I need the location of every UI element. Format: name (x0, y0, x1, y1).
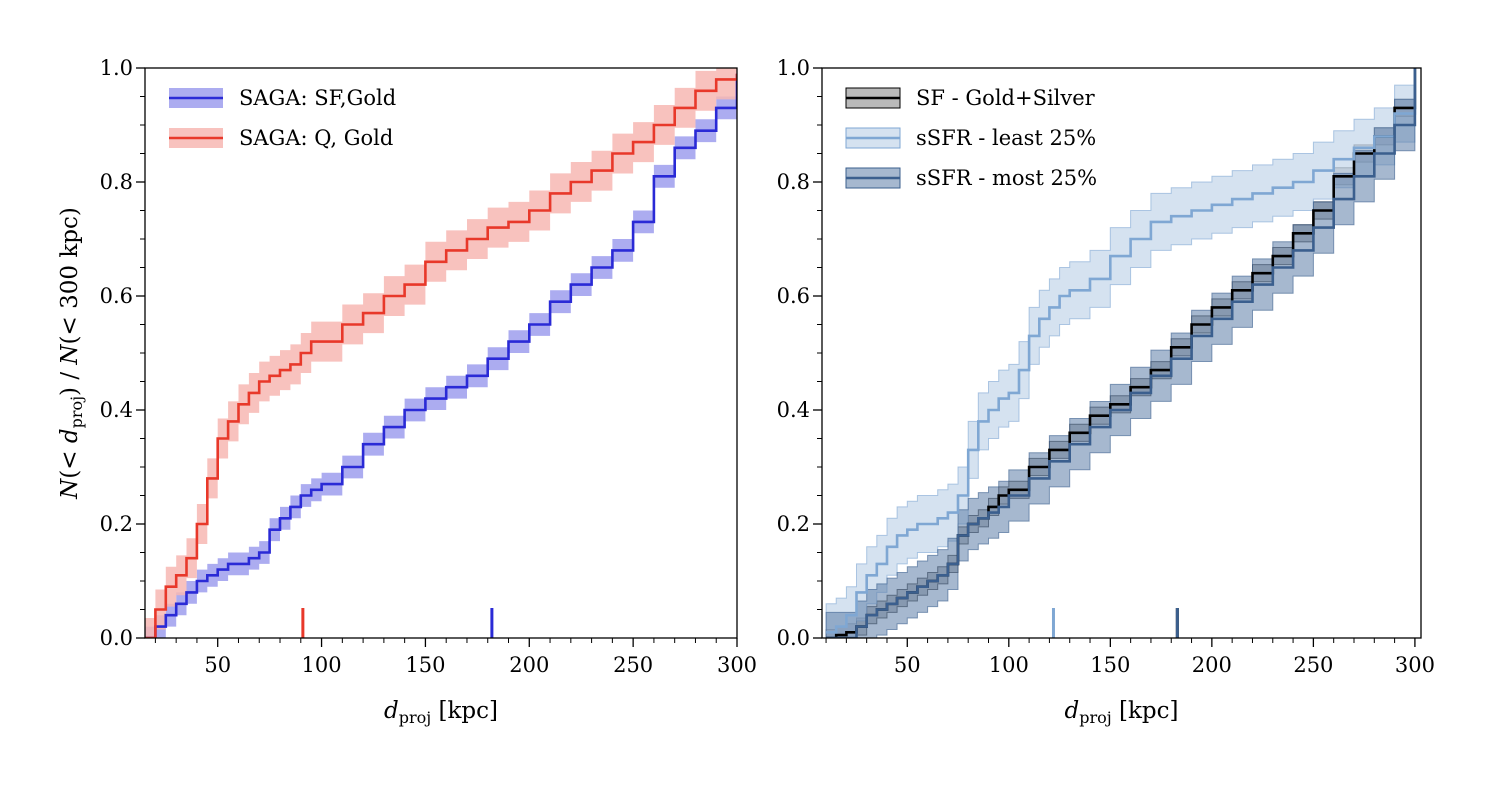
y-tick-label: 0.0 (100, 626, 133, 650)
panel-right: 50 100 150 200 250 300 0.0 0.2 0.4 0.6 0.8 1.0 dproj… (777, 56, 1435, 727)
x-tick-label: 50 (204, 653, 231, 677)
line-series-1 (826, 68, 1417, 634)
x-tick-label: 200 (509, 653, 549, 677)
band-series-1 (145, 68, 737, 638)
legend-entry: sSFR - most 25% (845, 166, 1097, 190)
x-tick-label: 250 (613, 653, 653, 677)
legend-entry: SF - Gold+Silver (845, 86, 1096, 110)
y-tick-label: 1.0 (777, 56, 810, 80)
band-series-1 (825, 68, 1416, 638)
y-tick-label: 0.6 (777, 284, 810, 308)
y-tick-label: 0.6 (100, 284, 133, 308)
y-tick-label: 0.0 (777, 626, 810, 650)
legend-entry: SAGA: Q, Gold (169, 126, 393, 150)
plot-area (145, 68, 737, 638)
plot-area (825, 68, 1417, 638)
x-tick-label: 300 (717, 653, 757, 677)
panel-left: 50 100 150 200 250 300 0.0 0.2 0.4 0.6 0.8 1.0 dproj… (57, 56, 757, 727)
y-tick-label: 0.8 (777, 170, 810, 194)
y-tick-label: 0.4 (777, 398, 810, 422)
x-tick-label: 100 (989, 653, 1029, 677)
legend-label: sSFR - least 25% (916, 126, 1096, 150)
legend-entry: SAGA: SF,Gold (169, 86, 396, 110)
x-tick-label: 250 (1293, 653, 1333, 677)
x-tick-label: 300 (1395, 653, 1435, 677)
band-series-2 (825, 68, 1416, 638)
x-tick-label: 100 (302, 653, 342, 677)
x-tick-label: 150 (405, 653, 445, 677)
line-series-1 (145, 73, 737, 638)
legend: SAGA: SF,Gold SAGA: Q, Gold (169, 86, 396, 150)
y-tick-label: 0.4 (100, 398, 133, 422)
y-tick-label: 0.2 (100, 512, 133, 536)
x-tick-label: 50 (894, 653, 921, 677)
x-axis-label: dproj [kpc] (384, 698, 498, 727)
legend-entry: sSFR - least 25% (845, 126, 1096, 150)
legend-label: SF - Gold+Silver (916, 86, 1096, 110)
y-tick-label: 0.8 (100, 170, 133, 194)
line-series-2 (826, 68, 1417, 638)
legend: SF - Gold+Silver sSFR - least 25% sSFR - m… (845, 86, 1097, 190)
line-series-0 (145, 73, 737, 638)
x-tick-label: 200 (1192, 653, 1232, 677)
legend-label: sSFR - most 25% (916, 166, 1097, 190)
x-tick-label: 150 (1090, 653, 1130, 677)
y-axis-label: N(< dproj) / N(< 300 kpc) (57, 207, 86, 500)
y-tick-label: 0.2 (777, 512, 810, 536)
x-axis-label: dproj [kpc] (1064, 698, 1178, 727)
band-series-0 (145, 68, 737, 638)
legend-label: SAGA: SF,Gold (239, 86, 396, 110)
legend-label: SAGA: Q, Gold (239, 126, 393, 150)
y-tick-label: 1.0 (100, 56, 133, 80)
